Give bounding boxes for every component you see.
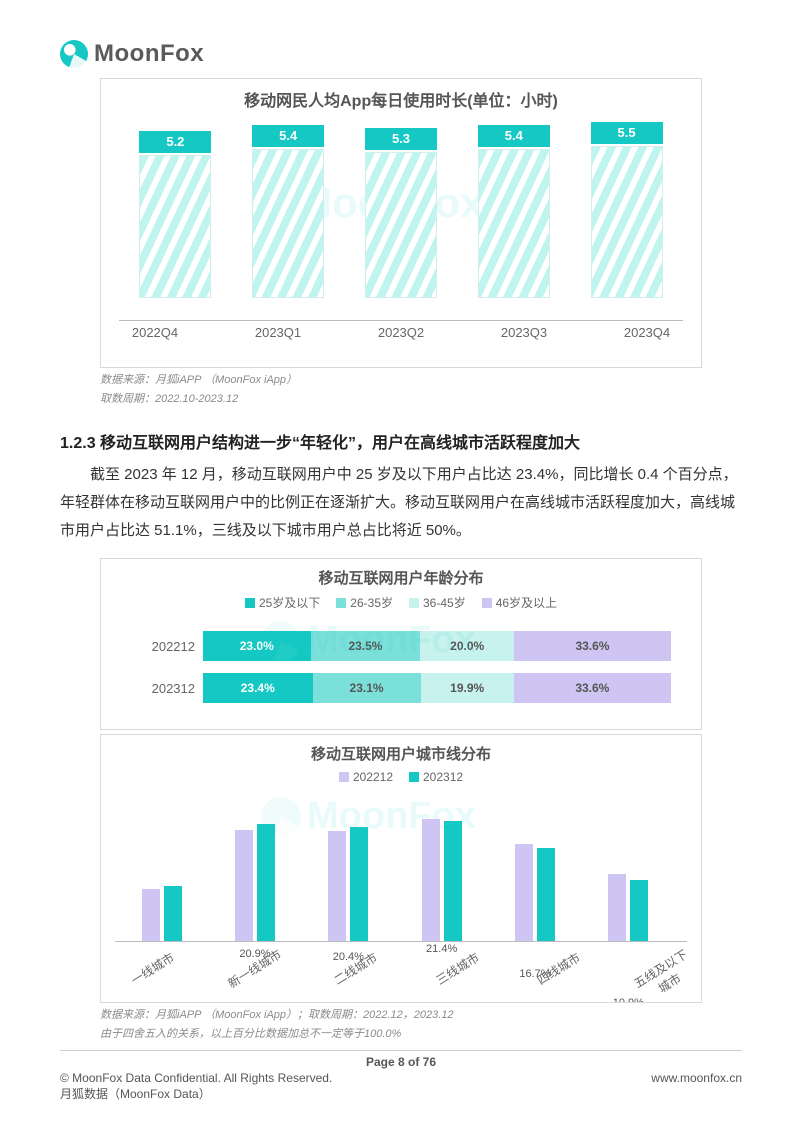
chart3-bar-b bbox=[537, 848, 555, 942]
chart2-legend: 25岁及以下 26-35岁 36-45岁 46岁及以上 bbox=[101, 592, 701, 615]
chart1-xtick: 2023Q2 bbox=[365, 325, 437, 340]
footer-confidential: © MoonFox Data Confidential. All Rights … bbox=[60, 1071, 332, 1085]
chart3-legend-item: 202212 bbox=[339, 770, 393, 784]
chart1-bar-label: 5.5 bbox=[591, 122, 663, 144]
chart3-xtick: 四线城市 bbox=[527, 945, 599, 1004]
chart3-legend: 202212 202312 bbox=[101, 768, 701, 788]
chart2-plot: 202212 23.0%23.5%20.0%33.6% 202312 23.4%23.… bbox=[101, 615, 701, 729]
chart2-legend-item: 46岁及以上 bbox=[482, 594, 557, 611]
chart1-bar-label: 5.3 bbox=[365, 128, 437, 150]
chart3-bar-a bbox=[328, 831, 346, 941]
chart3-bar-b bbox=[630, 880, 648, 941]
chart2-segment: 33.6% bbox=[514, 673, 671, 703]
chart3-xtick: 五线及以下城市 bbox=[629, 945, 701, 1004]
chart3-bar-a bbox=[142, 889, 160, 941]
chart1-bar-label: 5.2 bbox=[139, 131, 211, 153]
chart3-legend-item: 202312 bbox=[409, 770, 463, 784]
chart1-bar-label: 5.4 bbox=[478, 125, 550, 147]
chart2-ylabel: 202312 bbox=[131, 681, 195, 696]
chart1-bar: 5.2 bbox=[139, 155, 211, 320]
chart2-segment: 23.0% bbox=[203, 631, 311, 661]
chart3-plot: 9.8%20.9%20.4%21.4%16.7%10.9% bbox=[115, 792, 687, 942]
chart3-xtick: 一线城市 bbox=[121, 945, 193, 1004]
chart1-xtick: 2022Q4 bbox=[119, 325, 191, 340]
chart2-row: 202212 23.0%23.5%20.0%33.6% bbox=[131, 631, 671, 661]
chart1-source-1: 数据来源：月狐iAPP （MoonFox iApp） bbox=[100, 372, 702, 389]
chart2-segment: 23.5% bbox=[311, 631, 421, 661]
chart2-segment: 23.4% bbox=[203, 673, 313, 703]
chart1-xtick: 2023Q3 bbox=[488, 325, 560, 340]
page-number: Page 8 of 76 bbox=[60, 1055, 742, 1069]
chart3-bar-b bbox=[257, 824, 275, 941]
chart2-legend-item: 25岁及以下 bbox=[245, 594, 320, 611]
chart3-bar-b bbox=[164, 886, 182, 941]
chart1-source-2: 取数周期：2022.10-2023.12 bbox=[100, 391, 702, 408]
chart3-bar-a bbox=[515, 844, 533, 941]
page-footer: Page 8 of 76 © MoonFox Data Confidential… bbox=[60, 1050, 742, 1102]
chart3-xaxis: 一线城市新一线城市二线城市三线城市四线城市五线及以下城市 bbox=[115, 946, 687, 992]
chart1-xtick: 2023Q4 bbox=[611, 325, 683, 340]
chart2-ylabel: 202212 bbox=[131, 639, 195, 654]
chart3-title: 移动互联网用户城市线分布 bbox=[101, 735, 701, 768]
chart1-title: 移动网民人均App每日使用时长(单位：小时) bbox=[101, 79, 701, 115]
section-heading: 1.2.3 移动互联网用户结构进一步“年轻化”，用户在高线城市活跃程度加大 bbox=[60, 429, 742, 453]
footer-cn: 月狐数据（MoonFox Data） bbox=[60, 1085, 742, 1102]
chart3-bar-a bbox=[608, 874, 626, 942]
chart1-plot: 5.2 5.4 5.3 5.4 5.5 bbox=[119, 121, 683, 321]
chart2-legend-item: 36-45岁 bbox=[409, 594, 466, 611]
chart2-title: 移动互联网用户年龄分布 bbox=[101, 559, 701, 592]
chart2-row: 202312 23.4%23.1%19.9%33.6% bbox=[131, 673, 671, 703]
brand-logo: MoonFox bbox=[60, 40, 742, 68]
footer-site: www.moonfox.cn bbox=[651, 1071, 742, 1085]
logo-swirl-icon bbox=[60, 40, 88, 68]
chart1-xaxis: 2022Q4 2023Q1 2023Q2 2023Q3 2023Q4 bbox=[119, 325, 683, 340]
chart3-bar-b bbox=[350, 827, 368, 941]
chart2-segment: 33.6% bbox=[514, 631, 671, 661]
chart1-bar: 5.4 bbox=[478, 149, 550, 320]
chart1-bar: 5.3 bbox=[365, 152, 437, 320]
chart3-source-1: 数据来源：月狐iAPP （MoonFox iApp）；取数周期：2022.12，… bbox=[100, 1007, 702, 1024]
section-body: 截至 2023 年 12 月，移动互联网用户中 25 岁及以下用户占比达 23.… bbox=[60, 461, 742, 544]
brand-name: MoonFox bbox=[94, 40, 204, 68]
chart-city-tier: 移动互联网用户城市线分布 202212202312 MoonFox 9.8%20… bbox=[100, 734, 702, 1003]
chart3-bar-a bbox=[422, 819, 440, 941]
chart2-segment: 23.1% bbox=[313, 673, 421, 703]
chart2-segment: 20.0% bbox=[420, 631, 514, 661]
chart3-bar-b bbox=[444, 821, 462, 941]
chart-age-distribution: 移动互联网用户年龄分布 25岁及以下26-35岁36-45岁46岁及以上 Moo… bbox=[100, 558, 702, 730]
chart1-bar: 5.5 bbox=[591, 146, 663, 320]
chart2-legend-item: 26-35岁 bbox=[336, 594, 393, 611]
chart2-segment: 19.9% bbox=[421, 673, 514, 703]
chart-daily-usage: 移动网民人均App每日使用时长(单位：小时) MoonFox 5.25.45.3… bbox=[100, 78, 702, 368]
chart1-bar: 5.4 bbox=[252, 149, 324, 320]
chart1-xtick: 2023Q1 bbox=[242, 325, 314, 340]
chart1-bar-label: 5.4 bbox=[252, 125, 324, 147]
chart3-bar-a bbox=[235, 830, 253, 941]
chart3-source-2: 由于四舍五入的关系，以上百分比数据加总不一定等于100.0% bbox=[100, 1026, 702, 1043]
